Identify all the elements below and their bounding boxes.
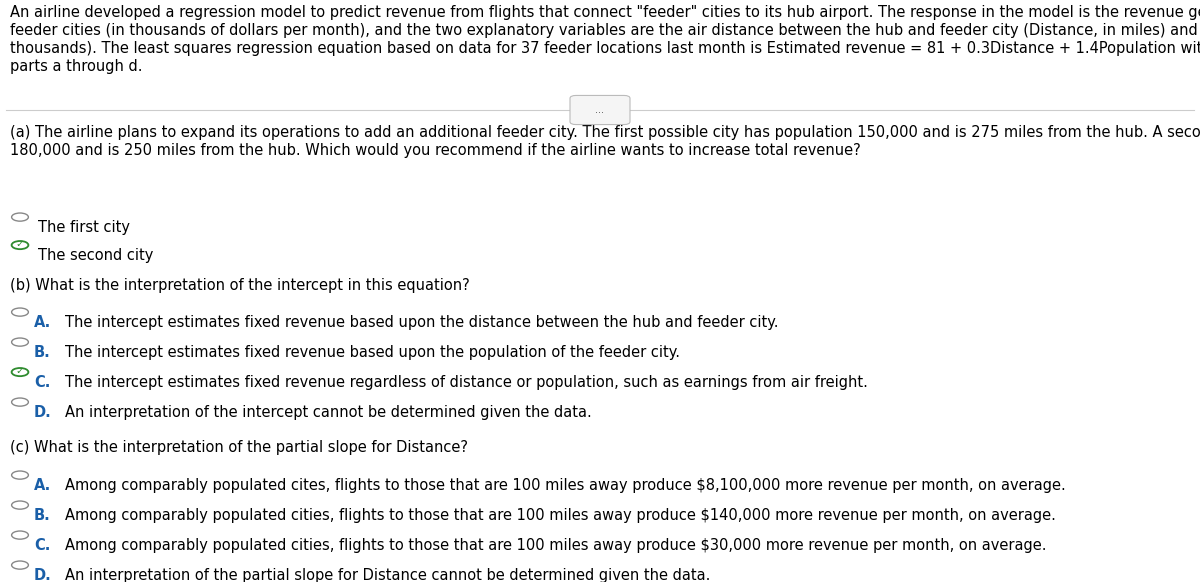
- Circle shape: [12, 531, 29, 539]
- Text: D.: D.: [34, 568, 52, 582]
- Circle shape: [12, 398, 29, 406]
- Text: Among comparably populated cities, flights to those that are 100 miles away prod: Among comparably populated cities, fligh…: [65, 508, 1056, 523]
- Circle shape: [12, 561, 29, 569]
- Circle shape: [12, 241, 29, 249]
- Text: An airline developed a regression model to predict revenue from flights that con: An airline developed a regression model …: [10, 5, 1200, 20]
- Text: C.: C.: [34, 538, 50, 553]
- Circle shape: [12, 213, 29, 221]
- Text: Among comparably populated cities, flights to those that are 100 miles away prod: Among comparably populated cities, fligh…: [65, 538, 1046, 553]
- Text: ✓: ✓: [16, 366, 24, 376]
- Text: ...: ...: [595, 105, 605, 115]
- Text: A.: A.: [34, 315, 52, 330]
- Text: parts a through d.: parts a through d.: [10, 59, 143, 74]
- Text: (a) The airline plans to expand its operations to add an additional feeder city.: (a) The airline plans to expand its oper…: [10, 125, 1200, 140]
- Text: B.: B.: [34, 345, 50, 360]
- Circle shape: [12, 501, 29, 509]
- FancyBboxPatch shape: [570, 95, 630, 125]
- Circle shape: [12, 471, 29, 479]
- Text: ✓: ✓: [16, 239, 24, 249]
- Text: Among comparably populated cites, flights to those that are 100 miles away produ: Among comparably populated cites, flight…: [65, 478, 1066, 493]
- Circle shape: [12, 338, 29, 346]
- Text: The intercept estimates fixed revenue based upon the population of the feeder ci: The intercept estimates fixed revenue ba…: [65, 345, 680, 360]
- Text: (b) What is the interpretation of the intercept in this equation?: (b) What is the interpretation of the in…: [10, 278, 469, 293]
- Text: The second city: The second city: [38, 248, 154, 263]
- Text: (c) What is the interpretation of the partial slope for Distance?: (c) What is the interpretation of the pa…: [10, 440, 468, 455]
- Text: The intercept estimates fixed revenue based upon the distance between the hub an: The intercept estimates fixed revenue ba…: [65, 315, 779, 330]
- Text: The intercept estimates fixed revenue regardless of distance or population, such: The intercept estimates fixed revenue re…: [65, 375, 868, 390]
- Circle shape: [12, 368, 29, 376]
- Text: The first city: The first city: [38, 220, 130, 235]
- Text: An interpretation of the partial slope for Distance cannot be determined given t: An interpretation of the partial slope f…: [65, 568, 710, 582]
- Text: B.: B.: [34, 508, 50, 523]
- Text: D.: D.: [34, 405, 52, 420]
- Circle shape: [12, 308, 29, 316]
- Text: An interpretation of the intercept cannot be determined given the data.: An interpretation of the intercept canno…: [65, 405, 592, 420]
- Text: A.: A.: [34, 478, 52, 493]
- Text: C.: C.: [34, 375, 50, 390]
- Text: thousands). The least squares regression equation based on data for 37 feeder lo: thousands). The least squares regression…: [10, 41, 1200, 56]
- Text: feeder cities (in thousands of dollars per month), and the two explanatory varia: feeder cities (in thousands of dollars p…: [10, 23, 1200, 38]
- Text: 180,000 and is 250 miles from the hub. Which would you recommend if the airline : 180,000 and is 250 miles from the hub. W…: [10, 143, 860, 158]
